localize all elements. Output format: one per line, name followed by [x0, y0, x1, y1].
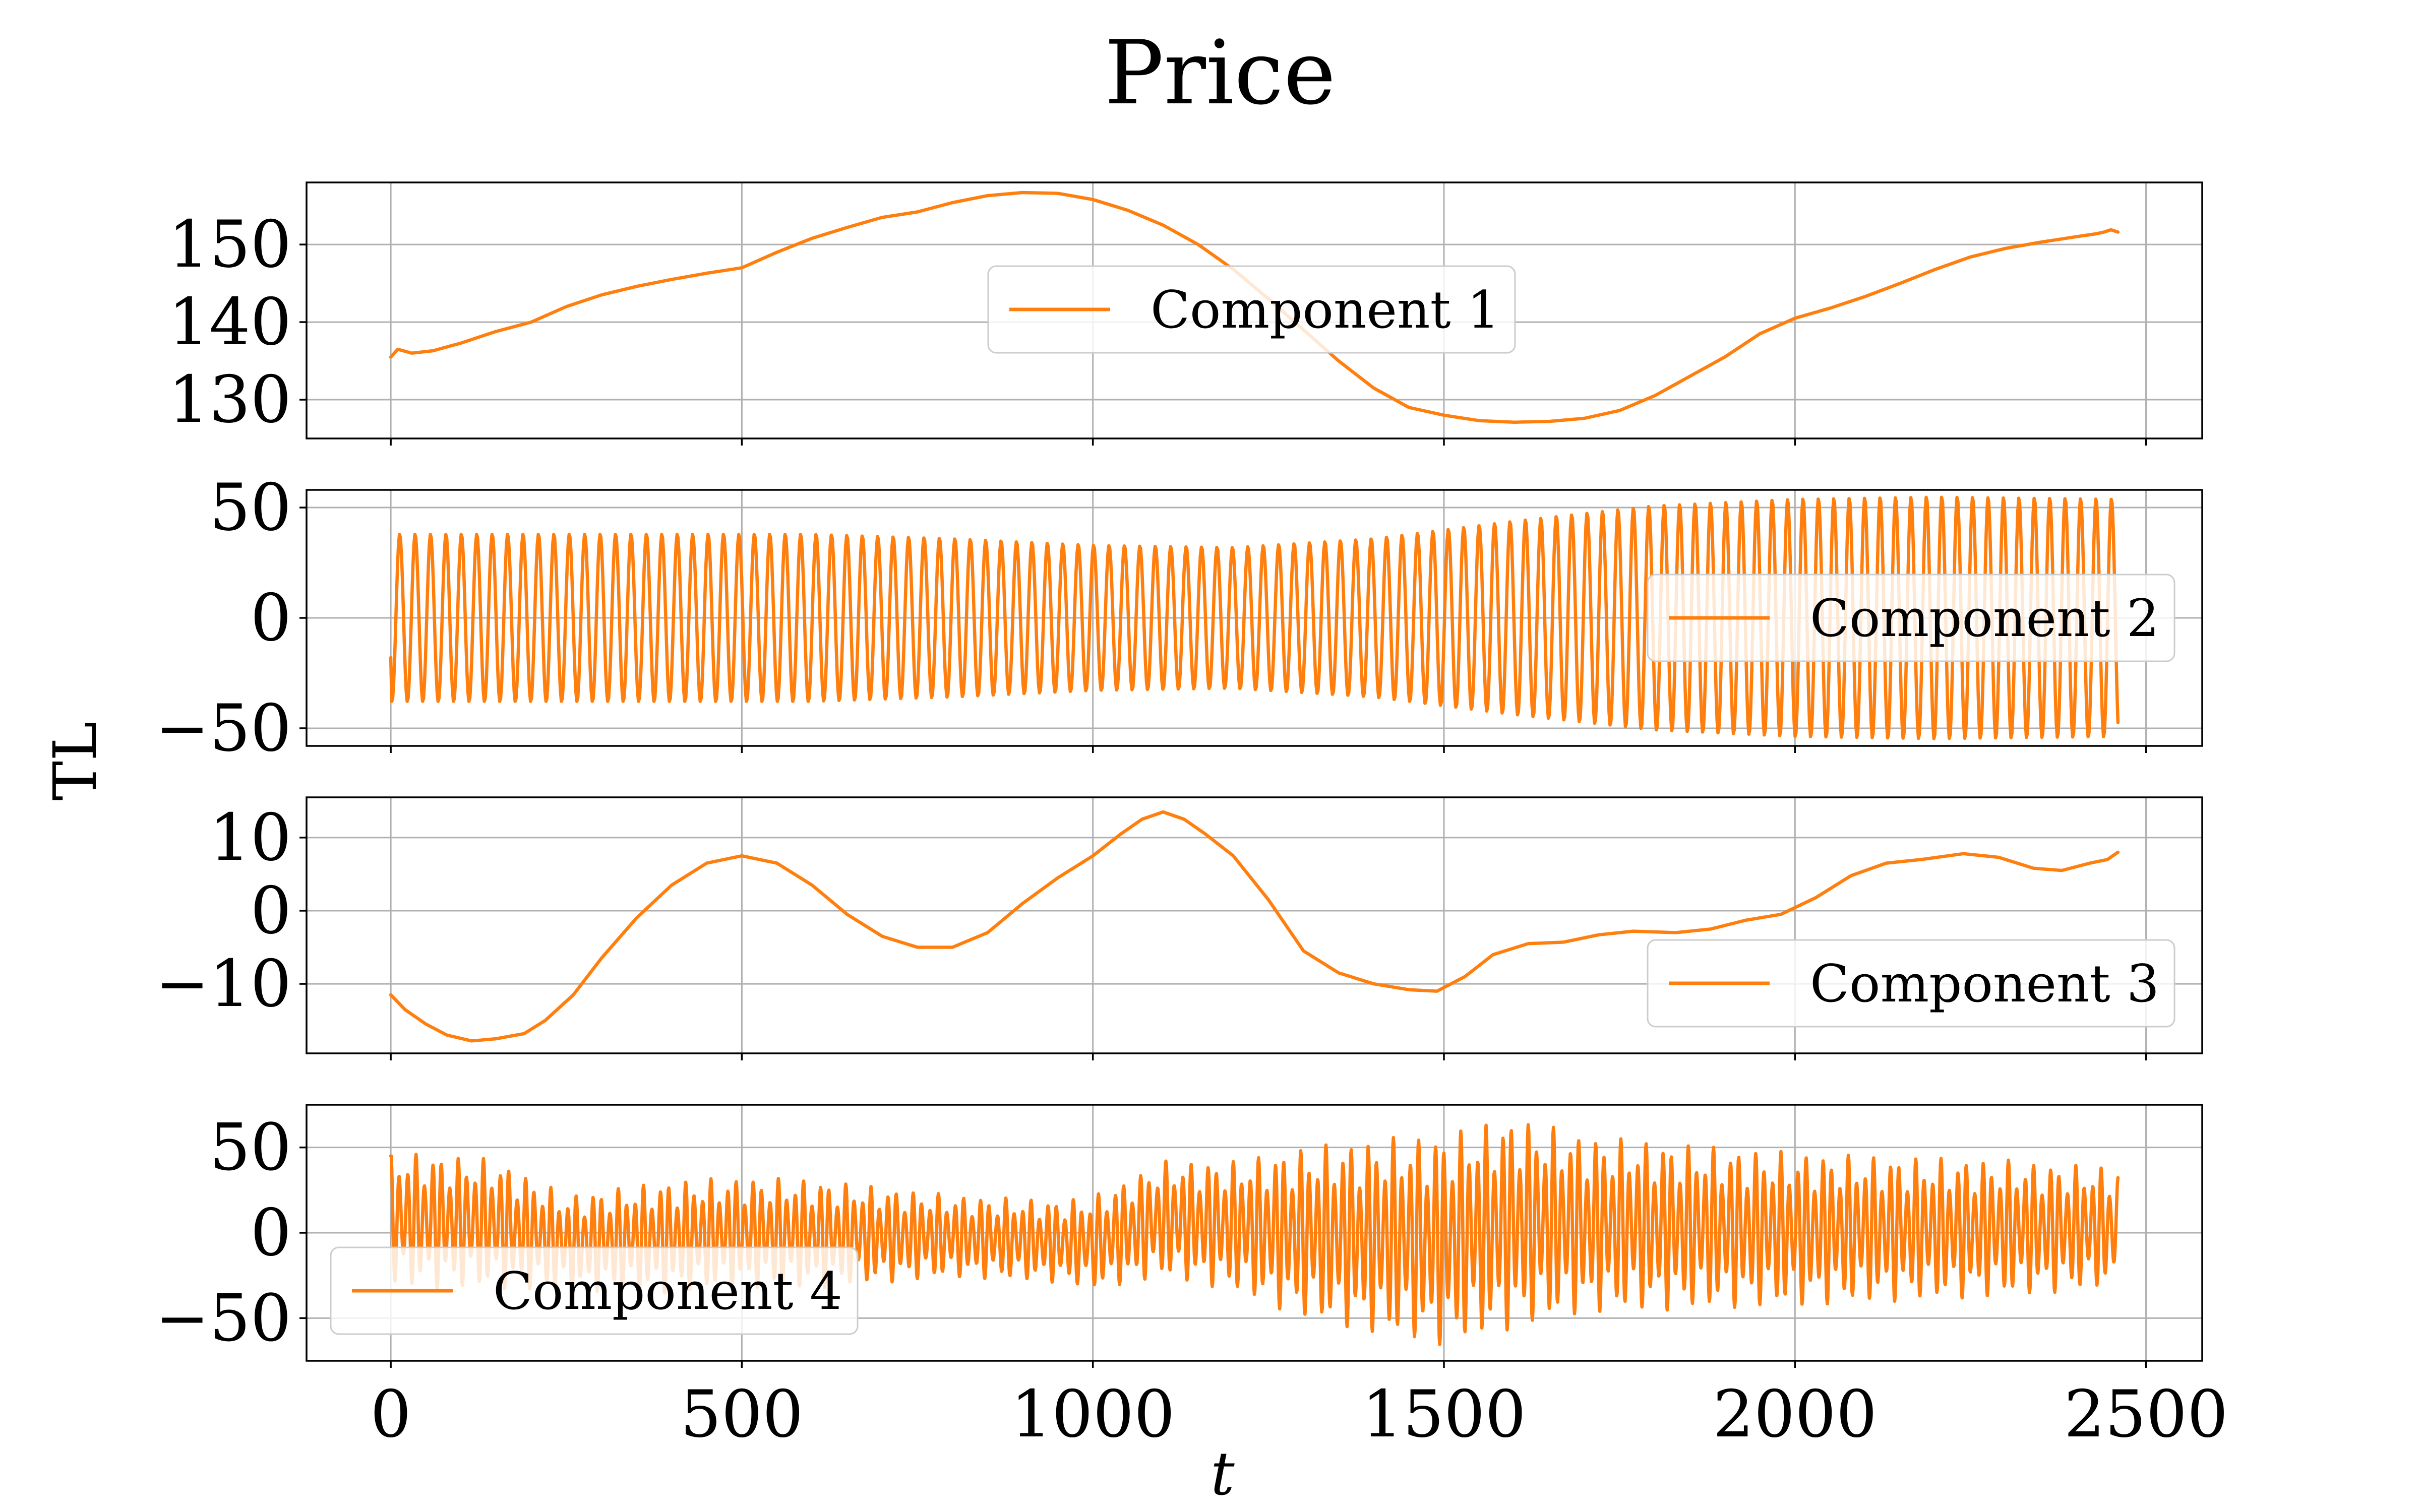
y-axis-label: TL: [40, 721, 110, 800]
legend-1: Component 1: [987, 265, 1516, 354]
panel-4: −50 0 50 Component 4: [155, 1104, 2203, 1368]
x-tick-label: 500: [680, 1377, 803, 1452]
y-tick-label: −50: [155, 1281, 291, 1356]
legend-box: [330, 1246, 859, 1335]
x-tick-label: 2500: [2064, 1377, 2228, 1452]
legend-label: Component 4: [493, 1262, 842, 1321]
y-tick-label: 130: [168, 362, 291, 437]
x-tick-label: 1500: [1362, 1377, 1526, 1452]
y-tick-label: 150: [168, 207, 291, 282]
chart-title: Price: [1105, 22, 1336, 124]
y-tick-label: 50: [209, 1110, 291, 1185]
y-tick-label: −50: [155, 691, 291, 766]
x-tick-label: 2000: [1713, 1377, 1877, 1452]
y-tick-label: 140: [168, 285, 291, 360]
y-tick-label: 0: [251, 1195, 291, 1271]
legend-label: Component 2: [1810, 589, 2159, 649]
series-line-3: [389, 810, 2120, 1043]
legend-4: Component 4: [330, 1246, 859, 1335]
x-tick-label: 0: [370, 1377, 411, 1452]
y-tick-label: 0: [251, 581, 291, 656]
legend-box: [1647, 939, 2175, 1028]
x-axis-label: t: [1211, 1439, 1235, 1508]
y-tick-label: −10: [155, 947, 291, 1022]
y-tick-label: 50: [209, 470, 291, 545]
panel-frame: [306, 796, 2203, 1054]
legend-3: Component 3: [1647, 939, 2175, 1028]
x-tick-label: 1000: [1011, 1377, 1175, 1452]
legend-box: [1647, 574, 2175, 662]
legend-label: Component 1: [1151, 280, 1500, 340]
panel-2: −50 0 50 Component 2: [155, 470, 2203, 766]
panel-frame: [306, 181, 2203, 439]
legend-box: [987, 265, 1516, 354]
legend-2: Component 2: [1647, 574, 2175, 662]
y-tick-label: 10: [209, 800, 291, 875]
legend-label: Component 3: [1810, 954, 2159, 1014]
series-line-4: [389, 1123, 2120, 1346]
y-tick-label: 0: [251, 873, 291, 949]
